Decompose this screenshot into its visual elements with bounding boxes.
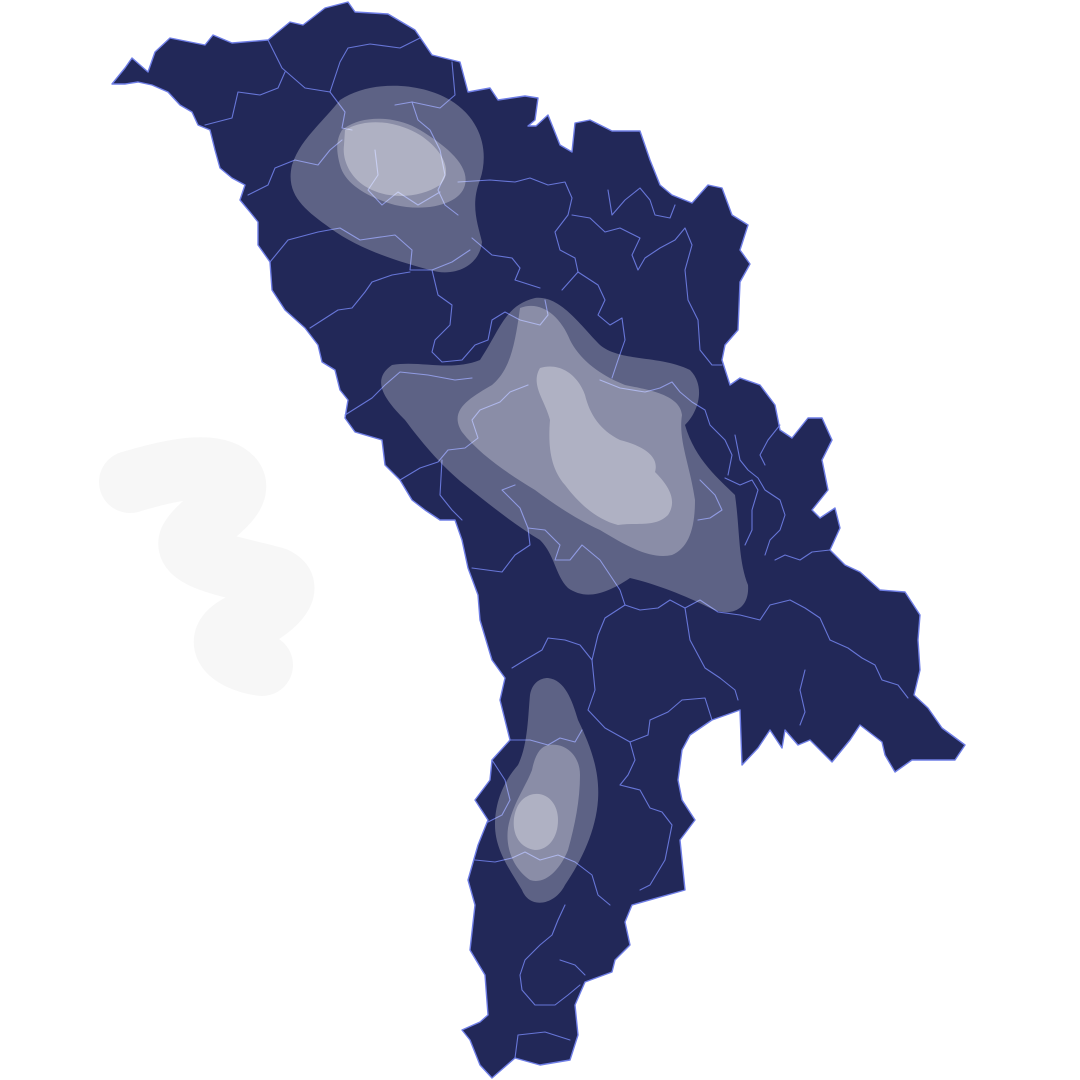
highlight-zones <box>290 85 749 903</box>
scribble-mark <box>99 437 315 696</box>
highlight-zone-north-mid <box>337 118 466 208</box>
highlight-zone-north-inner <box>343 122 447 196</box>
highlight-zone-north-outer <box>290 85 484 273</box>
highlight-zone-center-inner <box>536 366 673 525</box>
highlight-zone-south-outer <box>495 678 599 903</box>
highlight-zone-center-outer <box>381 297 749 613</box>
highlight-zone-south-inner <box>513 793 558 850</box>
country-outline[interactable] <box>111 1 966 1079</box>
highlight-zone-center-mid <box>457 305 695 556</box>
highlight-zone-south-mid <box>507 744 580 881</box>
district-boundaries <box>204 37 909 1059</box>
